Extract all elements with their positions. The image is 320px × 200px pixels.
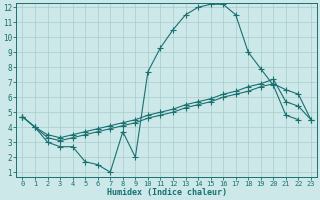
X-axis label: Humidex (Indice chaleur): Humidex (Indice chaleur): [107, 188, 227, 197]
